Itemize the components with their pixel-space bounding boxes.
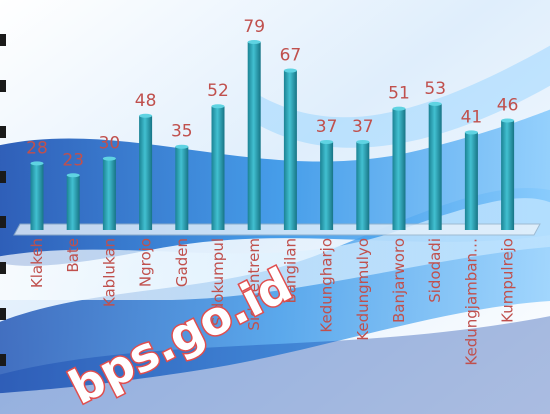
bar-3 (139, 115, 153, 230)
category-label-7: Bangilan (281, 238, 299, 304)
bar-top-0 (30, 161, 44, 166)
bar-top-5 (211, 104, 225, 109)
value-label-1: 23 (62, 150, 84, 170)
bar-top-6 (247, 39, 261, 44)
bar-12 (464, 132, 478, 230)
left-edge-marks (0, 34, 6, 366)
value-label-3: 48 (135, 91, 157, 111)
bar-top-10 (392, 106, 406, 111)
value-label-10: 51 (388, 84, 410, 104)
value-label-9: 37 (352, 117, 374, 137)
category-label-5: Sidokumpul (209, 238, 227, 326)
value-label-2: 30 (99, 134, 121, 154)
bar-top-8 (320, 139, 334, 144)
category-label-10: Banjarworo (390, 238, 408, 323)
bar-5 (211, 106, 225, 230)
bar-top-3 (139, 113, 153, 118)
bar-top-4 (175, 144, 189, 149)
category-label-2: Kablukan (100, 238, 118, 307)
bar-2 (102, 158, 116, 230)
bar-11 (428, 103, 442, 230)
value-label-0: 28 (26, 138, 48, 158)
bar-8 (320, 141, 334, 230)
bar-top-2 (102, 156, 116, 161)
value-label-4: 35 (171, 122, 193, 142)
bar-top-1 (66, 173, 80, 178)
bar-10 (392, 108, 406, 230)
bar-top-11 (428, 101, 442, 106)
value-label-11: 53 (424, 79, 446, 99)
category-label-8: Kedungharjo (318, 238, 336, 333)
value-label-8: 37 (316, 117, 338, 137)
bar-top-9 (356, 139, 370, 144)
bar-top-13 (501, 118, 515, 123)
bar-0 (30, 163, 44, 230)
category-label-6: Sidotentrem (245, 238, 263, 331)
category-label-0: Klakeh (28, 238, 46, 288)
value-label-6: 79 (243, 17, 265, 37)
bar-top-12 (464, 130, 478, 135)
category-label-1: Bate (64, 238, 82, 273)
value-label-13: 46 (497, 96, 519, 116)
category-labels-group: Klakeh Bate Kablukan Ngrojo Gaden Sidokumpul S… (28, 238, 517, 366)
bar-9 (356, 141, 370, 230)
bar-4 (175, 146, 189, 230)
category-label-4: Gaden (173, 238, 191, 287)
bars-group (30, 39, 515, 231)
value-labels-group: 28 23 30 48 35 52 79 67 37 37 51 53 41 46 (26, 17, 518, 170)
bar-7 (283, 70, 297, 230)
category-label-11: Sidodadi (426, 238, 444, 303)
chart-floor (13, 223, 541, 236)
bar-top-7 (283, 68, 297, 73)
bar-6 (247, 41, 261, 231)
value-label-5: 52 (207, 81, 229, 101)
category-label-12: Kedungjamban… (462, 238, 480, 366)
bar-1 (66, 175, 80, 230)
value-label-12: 41 (461, 107, 483, 127)
value-label-7: 67 (280, 46, 302, 66)
bar-13 (501, 120, 515, 230)
category-label-3: Ngrojo (137, 238, 155, 287)
category-label-13: Kumpulrejo (499, 238, 517, 323)
category-label-9: Kedungmulyo (354, 238, 372, 341)
